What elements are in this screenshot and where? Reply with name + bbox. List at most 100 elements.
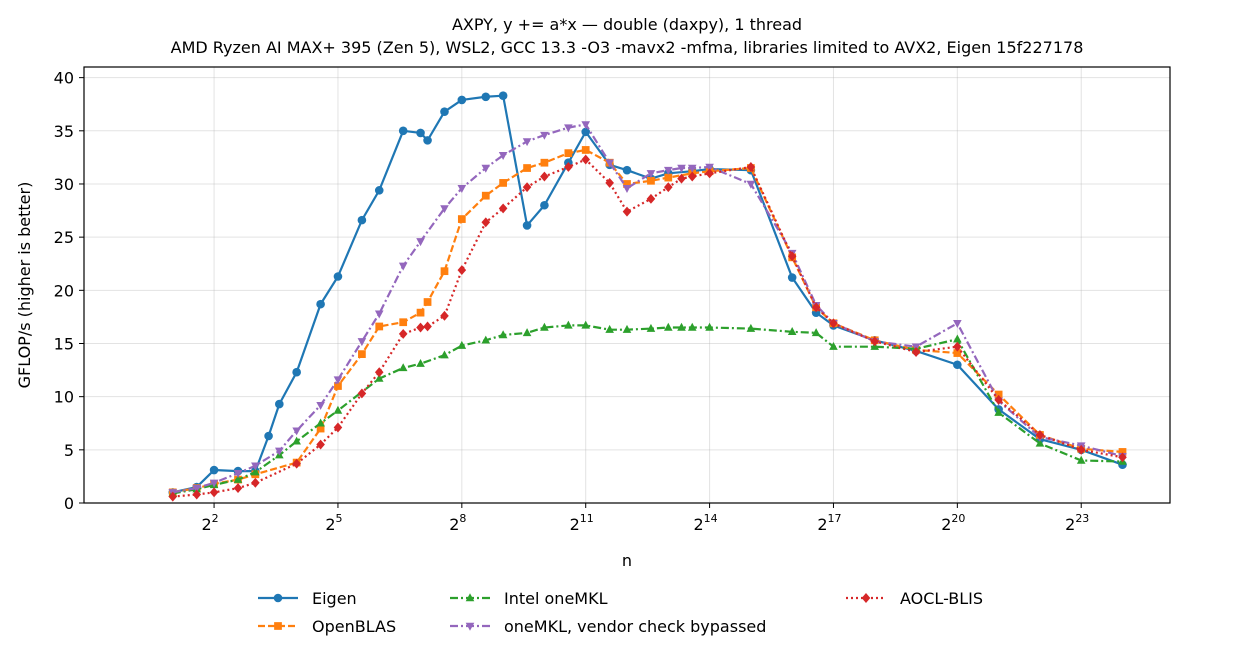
data-point [357,215,367,225]
data-point [687,171,697,182]
data-point [581,146,590,154]
x-tick-label: 211 [570,512,594,534]
data-point [423,298,432,306]
data-point [522,138,532,147]
legend-item: Intel oneMKL [450,589,608,608]
x-axis: 22 25 28 211 214 217 220 223 [201,503,1089,534]
data-point [209,487,219,498]
data-point [292,367,301,377]
x-tick-label: 217 [817,512,841,534]
data-point [540,171,549,182]
data-point [292,436,301,445]
data-point [457,95,467,105]
data-point [192,489,202,500]
data-point [440,205,449,214]
gridlines [84,67,1170,504]
data-point [316,418,325,427]
legend-item: Eigen [258,589,357,608]
data-point [374,310,384,319]
data-point [316,401,325,410]
data-point [605,177,614,188]
data-point [522,328,532,337]
data-point [233,483,243,494]
legend-label: AOCL-BLIS [900,589,983,608]
series-2 [168,320,1127,497]
data-point [465,593,475,602]
chart-title: AXPY, y += a*x — double (daxpy), 1 threa… [452,15,802,34]
plot-series [168,91,1127,502]
data-point [622,165,632,175]
data-point [1118,452,1127,463]
data-point [457,215,466,223]
data-point [275,399,284,409]
data-point [861,593,871,603]
data-point [481,164,491,173]
data-point [646,193,656,204]
data-point [292,427,301,436]
data-point [498,152,508,160]
series-0 [168,91,1127,497]
y-tick-label: 25 [54,228,74,247]
legend-label: Eigen [312,589,357,608]
data-point [416,128,425,138]
legend-label: OpenBLAS [312,617,396,636]
data-point [581,154,591,165]
data-point [646,170,656,179]
data-point [273,593,283,603]
data-point [333,405,343,414]
data-point [398,328,408,339]
data-point [829,318,838,329]
data-point [811,302,821,313]
data-point [316,439,325,450]
data-point [705,322,714,331]
data-point [705,168,714,179]
data-point [540,131,549,140]
legend-label: Intel oneMKL [504,589,608,608]
y-tick-label: 10 [54,388,74,407]
data-point [334,382,342,390]
data-point [398,262,408,271]
data-point [499,179,507,187]
data-point [416,322,425,333]
y-tick-label: 5 [64,441,74,460]
data-point [416,308,425,317]
data-point [677,164,686,173]
data-point [746,323,756,332]
x-tick-label: 28 [449,512,466,534]
data-point [465,622,475,631]
data-point [664,173,673,182]
data-point [564,149,573,158]
data-point [564,162,573,172]
data-point [522,221,532,230]
x-tick-label: 223 [1065,512,1089,534]
data-point [994,394,1003,405]
data-point [622,206,632,217]
data-point [292,458,301,469]
data-point [564,320,573,329]
data-point [540,200,549,210]
data-point [581,121,591,130]
series-4 [168,154,1127,502]
legend-item: AOCL-BLIS [846,589,983,608]
data-point [423,136,432,145]
data-point [663,182,673,193]
data-point [481,191,490,200]
data-point [498,330,508,339]
data-point [994,390,1003,399]
data-point [581,320,591,329]
data-point [440,267,449,276]
data-point [687,322,697,331]
x-tick-label: 25 [325,512,342,534]
data-point [416,358,425,367]
x-tick-label: 220 [941,512,965,534]
data-point [663,322,673,331]
legend-item: oneMKL, vendor check bypassed [450,617,766,636]
data-point [440,350,449,359]
data-point [994,407,1003,416]
x-tick-label: 214 [693,512,717,534]
data-point [911,347,921,357]
data-point [1076,444,1086,455]
data-point [623,180,631,188]
plot-frame [83,66,1171,504]
